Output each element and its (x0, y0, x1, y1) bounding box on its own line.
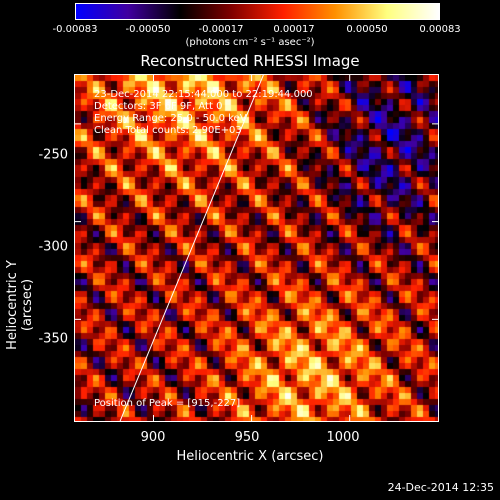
footer-timestamp: 24-Dec-2014 12:35 (387, 481, 494, 494)
y-tick-label: -300 (38, 239, 68, 255)
colorbar (75, 3, 440, 20)
x-tick-label: 900 (140, 430, 166, 445)
info-peak: Position of Peak = [915,-227] (94, 398, 241, 409)
colorbar-tick: -0.00017 (198, 24, 244, 35)
x-tick-label: 1000 (326, 430, 360, 445)
x-axis-label: Heliocentric X (arcsec) (176, 449, 324, 464)
heatmap-image (75, 75, 438, 421)
colorbar-tick: 0.00083 (419, 24, 461, 35)
info-counts: Clean Total counts: 2.90E+03 (94, 125, 242, 136)
colorbar-tick: -0.00083 (52, 24, 98, 35)
info-detectors: Detectors: 3F 6F 9F, Att 0 (94, 101, 223, 112)
y-tick-label: -250 (38, 147, 68, 163)
colorbar-tick: 0.00017 (273, 24, 315, 35)
colorbar-tick: -0.00050 (125, 24, 171, 35)
limb-line-overlay (75, 75, 438, 421)
colorbar-unit: (photons cm⁻² s⁻¹ asec⁻²) (185, 37, 315, 48)
y-tick-label: -350 (38, 331, 68, 347)
y-axis-label: Heliocentric Y (arcsec) (5, 260, 35, 350)
info-energy: Energy Range: 25.0 - 50.0 keV (94, 113, 247, 124)
heatmap-plot (74, 74, 439, 422)
info-time: 23-Dec-2014 22:15:44.000 to 22:19:44.000 (94, 89, 313, 100)
x-tick-label: 950 (234, 430, 260, 445)
chart-title: Reconstructed RHESSI Image (140, 52, 360, 70)
solar-limb-line (119, 75, 264, 421)
colorbar-tick: 0.00050 (346, 24, 388, 35)
